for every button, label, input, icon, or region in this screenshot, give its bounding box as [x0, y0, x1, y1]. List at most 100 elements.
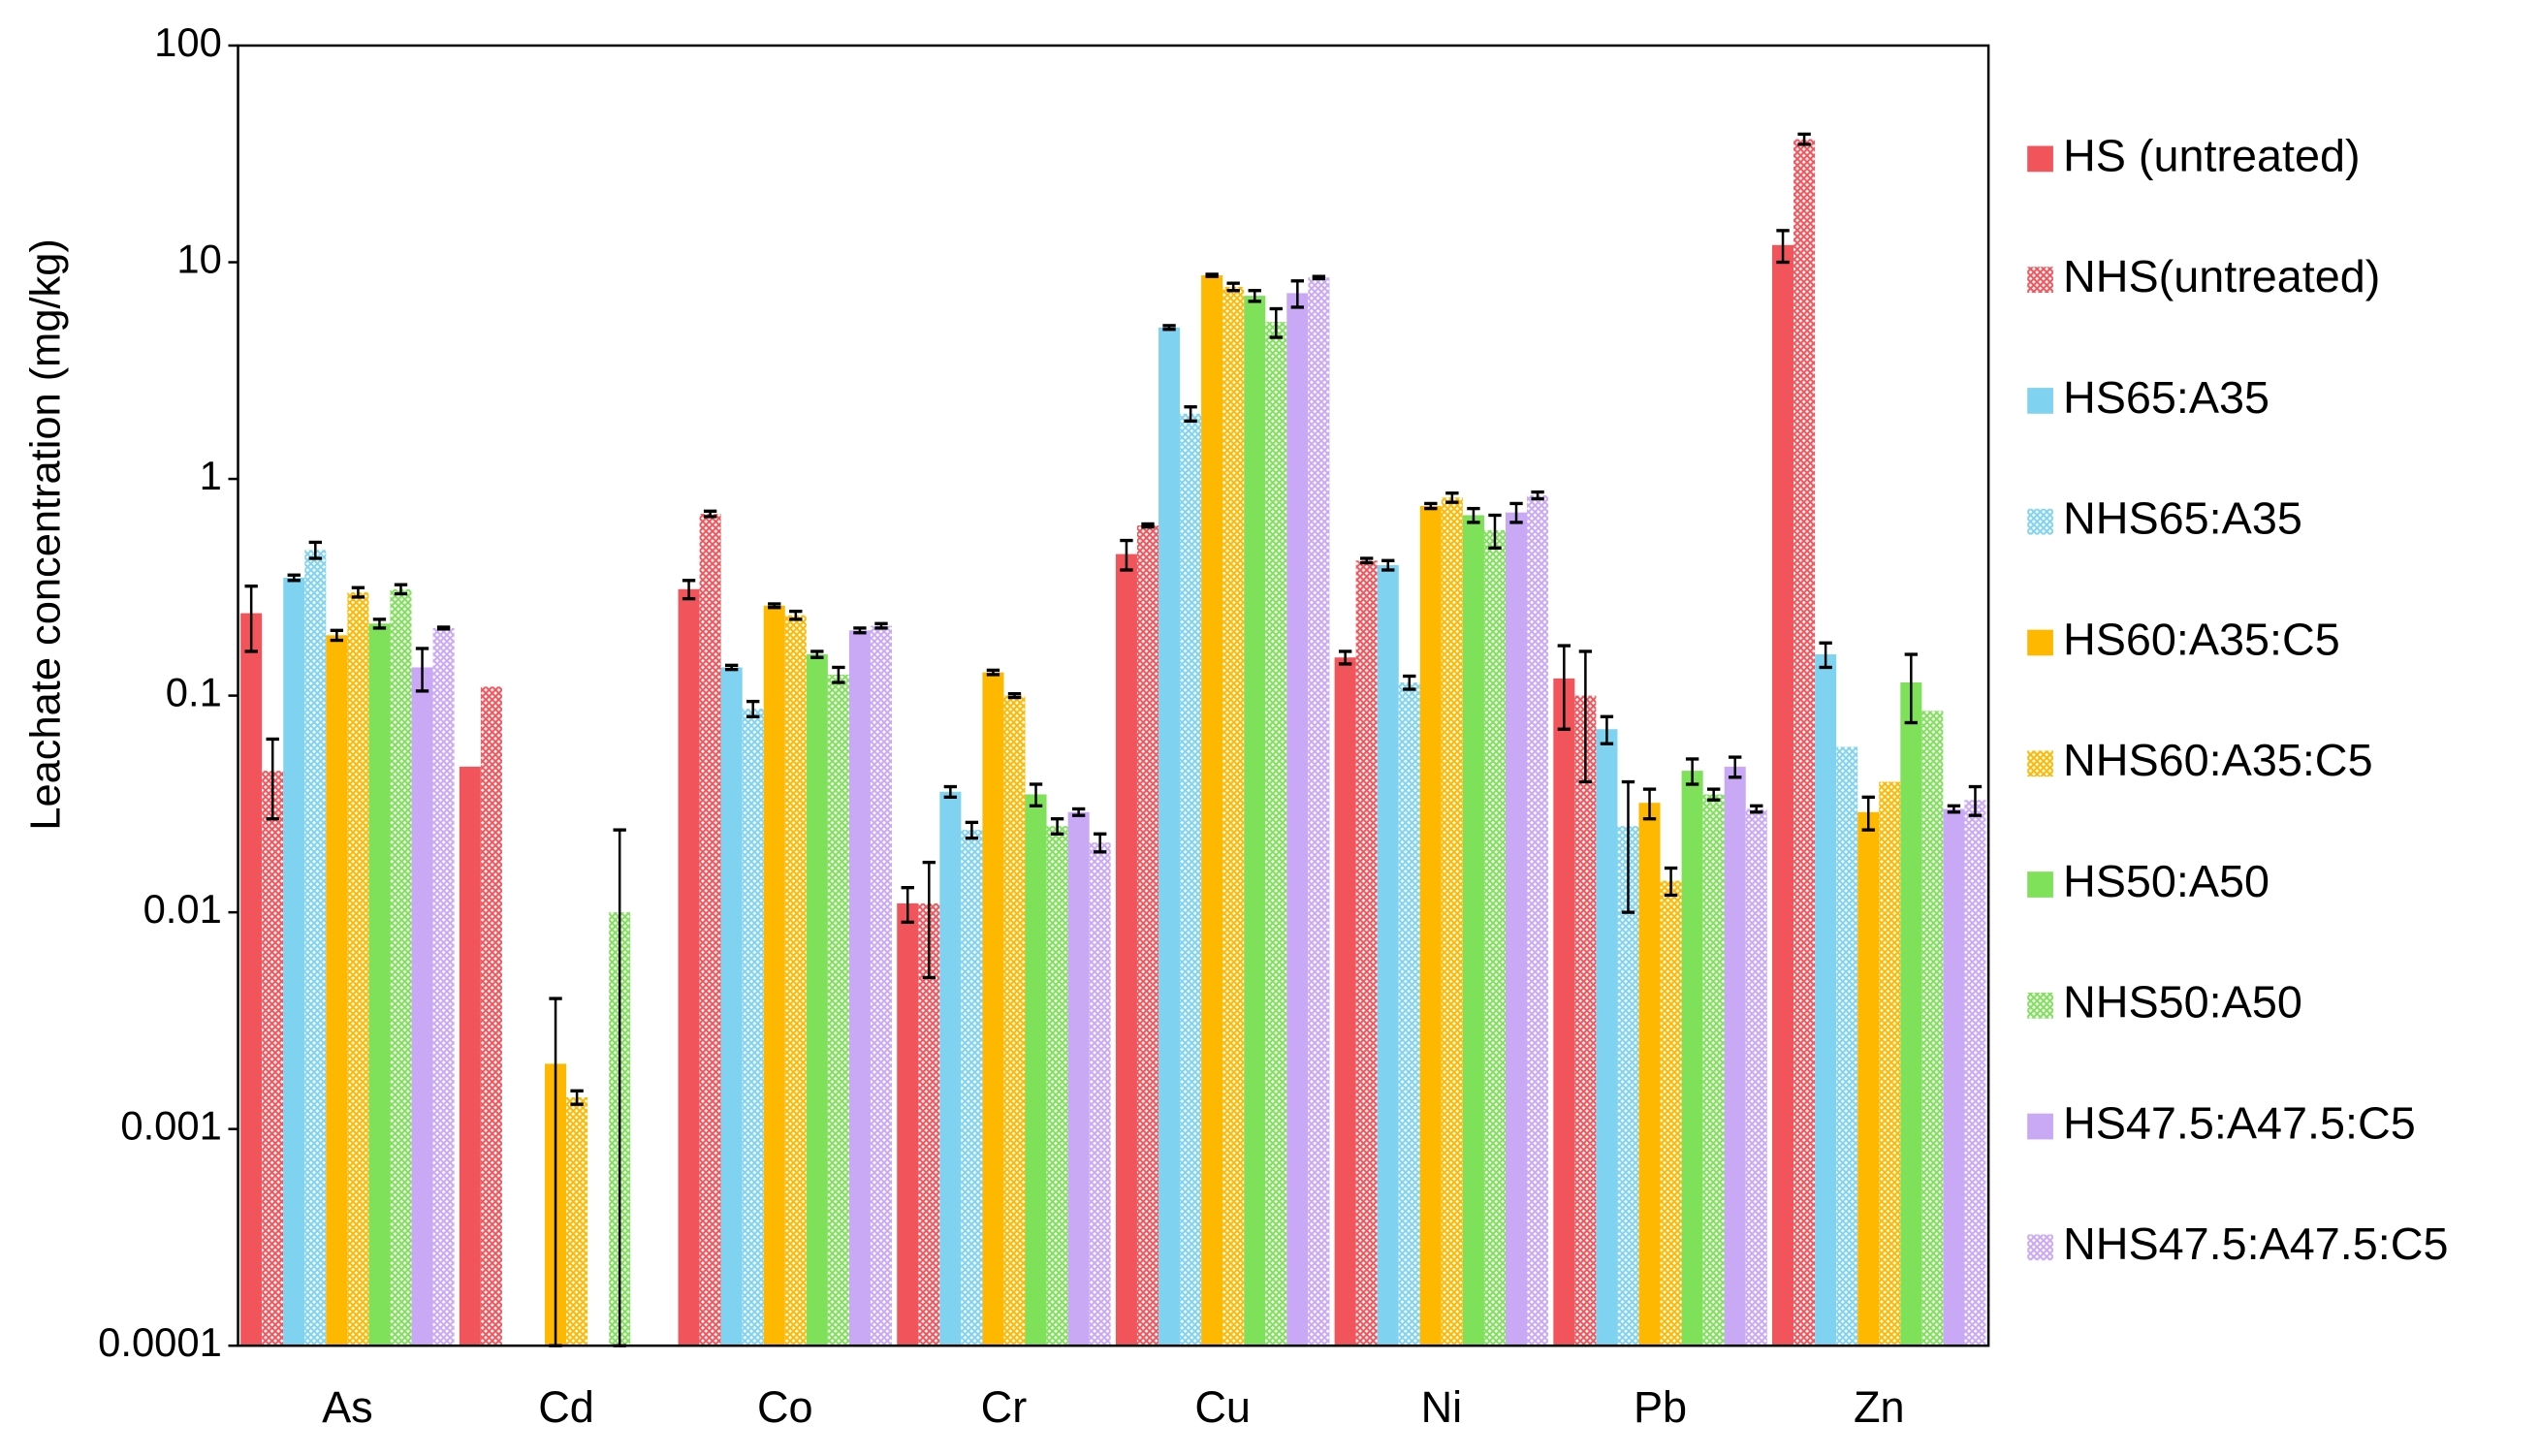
bar — [368, 623, 391, 1346]
y-tick-label: 10 — [176, 237, 221, 282]
legend-swatch — [2027, 1113, 2053, 1140]
error-bar — [832, 665, 845, 684]
y-tick-label: 100 — [154, 19, 222, 65]
error-bar — [1947, 804, 1961, 814]
bar — [1158, 327, 1181, 1346]
y-tick-label: 1 — [200, 453, 222, 498]
bar — [1921, 711, 1944, 1346]
bar — [1964, 800, 1986, 1346]
error-bar — [1819, 641, 1832, 670]
error-bar — [1861, 795, 1875, 832]
error-bar — [266, 737, 279, 821]
error-bar — [308, 540, 322, 560]
bar — [240, 613, 263, 1346]
legend-label: HS50:A50 — [2063, 856, 2269, 906]
bar — [1702, 794, 1725, 1346]
bar — [1793, 139, 1816, 1346]
error-bar — [874, 621, 888, 630]
error-bar — [1750, 804, 1763, 814]
bar — [1025, 794, 1047, 1346]
bar — [763, 605, 785, 1346]
legend-swatch — [2027, 992, 2053, 1019]
x-tick-label: As — [322, 1382, 373, 1432]
error-bar — [1557, 644, 1571, 731]
error-bar — [1904, 652, 1919, 725]
bar — [1398, 682, 1420, 1346]
bar — [1089, 842, 1111, 1346]
legend-label: NHS65:A35 — [2063, 493, 2302, 544]
error-bar — [768, 602, 781, 610]
bar — [304, 550, 327, 1346]
error-bar — [372, 617, 387, 630]
bar — [1419, 505, 1442, 1346]
x-tick-label: Cr — [981, 1382, 1028, 1432]
x-tick-label: Cd — [538, 1382, 594, 1432]
bar — [347, 591, 369, 1346]
bar — [961, 830, 983, 1346]
error-bar — [724, 663, 739, 672]
bar — [1483, 529, 1507, 1346]
bar — [699, 514, 721, 1346]
bar — [411, 667, 433, 1346]
error-bar — [853, 626, 867, 635]
x-tick-label: Cu — [1194, 1382, 1251, 1432]
bar — [1857, 811, 1880, 1346]
error-bar — [1578, 649, 1593, 784]
error-bar — [922, 860, 936, 980]
error-bar — [1776, 229, 1790, 265]
error-bar — [1050, 817, 1064, 836]
bar — [848, 630, 871, 1346]
error-bar — [1312, 274, 1326, 281]
bar — [326, 635, 348, 1346]
y-tick-label: 0.0001 — [98, 1319, 222, 1365]
error-bar — [1205, 272, 1219, 278]
bar — [1136, 525, 1159, 1346]
error-bar — [965, 820, 979, 840]
error-bar — [1797, 132, 1811, 146]
error-bar — [394, 583, 408, 596]
legend-swatch — [2027, 750, 2053, 777]
bar — [1943, 808, 1965, 1346]
bar — [390, 588, 412, 1346]
legend-swatch — [2027, 267, 2053, 294]
bar — [1527, 494, 1549, 1346]
bar — [918, 902, 940, 1346]
bar — [784, 615, 807, 1346]
error-bar — [810, 649, 824, 659]
legend-label: NHS60:A35:C5 — [2063, 735, 2373, 785]
error-bar — [1162, 324, 1176, 332]
error-bar — [1424, 501, 1438, 511]
x-tick-label: Zn — [1854, 1382, 1905, 1432]
legend-label: HS (untreated) — [2063, 130, 2361, 180]
bar — [1724, 766, 1746, 1346]
bar — [678, 588, 700, 1346]
bar — [939, 791, 962, 1346]
legend-swatch — [2027, 145, 2053, 173]
legend-label: NHS(untreated) — [2063, 251, 2380, 301]
y-tick-label: 0.001 — [120, 1103, 221, 1149]
error-bar — [1094, 832, 1107, 854]
plot-frame — [237, 44, 1990, 1347]
error-bar — [1729, 755, 1742, 779]
bar — [720, 667, 743, 1346]
bar — [1046, 826, 1068, 1346]
bar — [262, 771, 284, 1346]
error-bar — [1509, 501, 1523, 524]
bar — [1222, 286, 1245, 1346]
error-bar — [1467, 506, 1480, 524]
error-bar — [330, 628, 344, 643]
legend-swatch — [2027, 629, 2053, 656]
error-bar — [1184, 405, 1197, 424]
bar — [1745, 808, 1767, 1346]
error-bar — [986, 668, 1000, 677]
error-bar — [1226, 281, 1240, 293]
error-bar — [1290, 279, 1305, 309]
bar — [897, 902, 919, 1346]
error-bar — [570, 1089, 584, 1106]
bar — [982, 672, 1004, 1346]
bar — [742, 709, 764, 1346]
legend-swatch — [2027, 1234, 2053, 1261]
bar — [1772, 244, 1794, 1346]
legend-label: HS60:A35:C5 — [2063, 614, 2340, 664]
error-bar — [703, 509, 717, 519]
